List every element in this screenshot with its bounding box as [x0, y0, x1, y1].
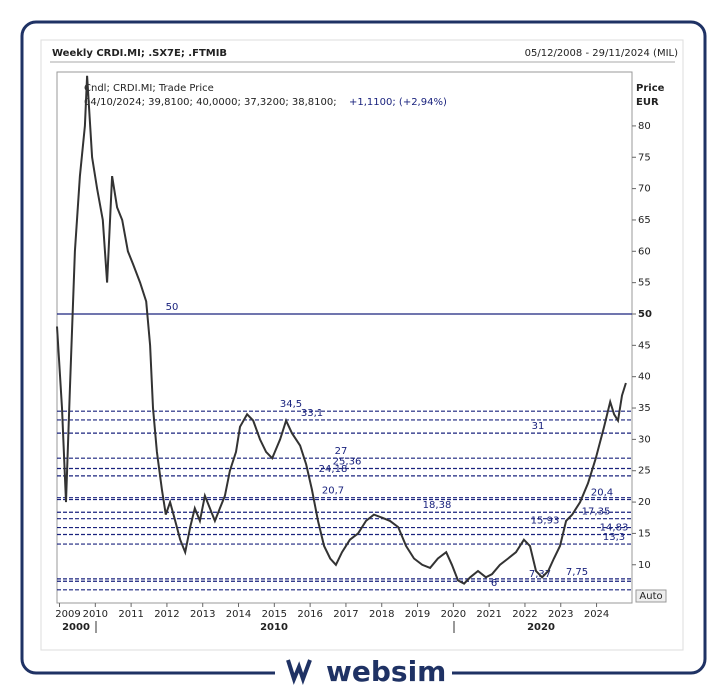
x-group-label: 2000	[62, 622, 90, 633]
y-tick-label: 15	[638, 528, 651, 539]
auto-button[interactable]	[635, 589, 667, 603]
level-label: 7,75	[566, 567, 588, 578]
x-tick-label: 2022	[512, 609, 537, 620]
level-label: 24,18	[319, 464, 348, 475]
x-group-label: 2020	[527, 622, 555, 633]
date-range: 05/12/2008 - 29/11/2024 (MIL)	[525, 48, 678, 59]
y-tick-label: 80	[638, 121, 651, 132]
y-tick-label: 60	[638, 246, 651, 257]
x-group-label: 2010	[260, 622, 288, 633]
x-tick-label: 2023	[548, 609, 573, 620]
level-label: 14,83	[600, 522, 629, 533]
x-tick-label: 2019	[405, 609, 430, 620]
price-line	[56, 75, 627, 585]
x-tick-label: 2014	[226, 609, 251, 620]
chart-title: Weekly CRDI.MI; .SX7E; .FTMIB	[52, 48, 227, 59]
x-tick-label: 2020	[441, 609, 466, 620]
level-label: 20,4	[591, 488, 613, 499]
y-tick-label: 35	[638, 403, 651, 414]
x-tick-label: 2011	[118, 609, 143, 620]
x-tick-label: 2012	[154, 609, 179, 620]
level-label: 20,7	[322, 486, 344, 497]
x-tick-label: 2024	[584, 609, 609, 620]
x-tick-label: 2015	[262, 609, 287, 620]
level-label: 15,93	[531, 516, 560, 527]
card	[40, 39, 684, 651]
x-tick-label: 2013	[190, 609, 215, 620]
y-tick-label: 20	[638, 497, 651, 508]
legend-change: +1,1100; (+2,94%)	[349, 97, 447, 108]
level-label: 27	[335, 446, 348, 457]
x-tick-label: 2018	[369, 609, 394, 620]
y-tick-label: 45	[638, 340, 651, 351]
y-tick-label: 50	[638, 309, 652, 320]
legend-line: 04/10/2024; 39,8100; 40,0000; 37,3200; 3…	[84, 97, 337, 108]
y-axis-label: EUR	[636, 97, 659, 108]
level-label: 17,35	[582, 507, 611, 518]
legend-line: Cndl; CRDI.MI; Trade Price	[84, 83, 214, 94]
level-label: 34,5	[280, 399, 302, 410]
y-tick-label: 75	[638, 152, 651, 163]
y-tick-label: 55	[638, 278, 651, 289]
level-label: 33,1	[301, 408, 323, 419]
x-tick-label: 2009	[55, 609, 80, 620]
level-label: 13,3	[603, 532, 625, 543]
y-axis-label: Price	[636, 83, 665, 94]
level-label: 25,36	[333, 456, 362, 467]
level-label: 18,38	[423, 500, 452, 511]
x-tick-label: 2010	[83, 609, 108, 620]
auto-button-label[interactable]: Auto	[639, 591, 662, 602]
level-label: 50	[166, 302, 179, 313]
y-tick-label: 40	[638, 372, 651, 383]
y-tick-label: 70	[638, 184, 651, 195]
level-label: 6	[491, 578, 497, 589]
y-tick-label: 65	[638, 215, 651, 226]
brand: websim	[326, 655, 446, 688]
y-tick-label: 10	[638, 560, 651, 571]
x-tick-label: 2021	[476, 609, 501, 620]
y-tick-label: 30	[638, 434, 651, 445]
logo-icon	[286, 659, 312, 686]
level-label: 31	[532, 421, 545, 432]
y-tick-label: 25	[638, 466, 651, 477]
x-tick-label: 2017	[333, 609, 358, 620]
x-tick-label: 2016	[297, 609, 322, 620]
